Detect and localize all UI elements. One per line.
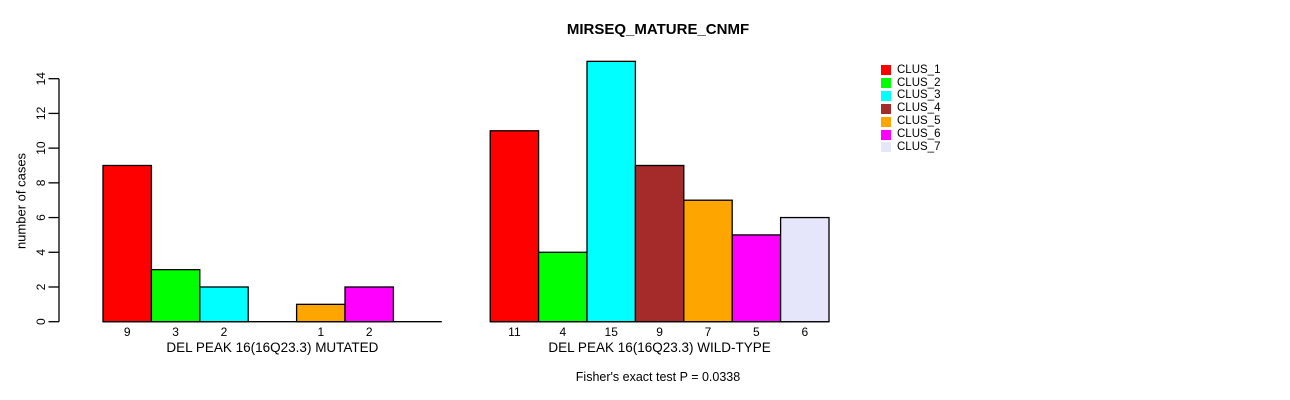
legend-item: CLUS_6 [881,128,940,141]
legend-item: CLUS_5 [881,115,940,128]
legend: CLUS_1 CLUS_2 CLUS_3 CLUS_4 CLUS_5 CLUS_6 CLUS… [881,64,940,154]
bar-value-label: 15 [605,325,619,339]
legend-label: CLUS_4 [897,102,941,115]
bar-clus_4 [634,164,685,323]
legend-swatch-clus_5 [881,116,891,127]
y-tick-label: 14 [34,72,48,86]
bar-clus_6 [344,286,395,323]
chart-title: MIRSEQ_MATURE_CNMF [566,21,750,38]
fisher-note: Fisher's exact test P = 0.0338 [575,370,741,384]
legend-item: CLUS_7 [881,141,940,154]
legend-label: CLUS_6 [897,127,941,140]
bar-value-label: 4 [559,325,566,339]
y-tick-label: 4 [34,249,48,256]
legend-label: CLUS_3 [897,89,941,102]
bar-value-label: 11 [508,325,521,339]
bar-clus_6 [731,234,782,323]
bar-clus_1 [489,130,540,323]
legend-label: CLUS_2 [897,76,941,89]
group-label: DEL PEAK 16(16Q23.3) WILD-TYPE [548,340,770,355]
bar-value-label: 2 [366,325,373,339]
y-tick-label: 2 [34,283,48,290]
bar-clus_3 [586,60,637,323]
group-label: DEL PEAK 16(16Q23.3) MUTATED [166,340,378,355]
legend-label: CLUS_7 [897,140,941,153]
legend-swatch-clus_3 [881,91,891,102]
legend-swatch-clus_1 [881,65,891,76]
y-tick-label: 10 [34,141,48,155]
bar-value-label: 9 [124,325,131,339]
bar-value-label: 3 [172,325,179,339]
legend-label: CLUS_1 [897,63,941,76]
bar-value-label: 7 [705,325,712,339]
bar-value-label: 9 [656,325,663,339]
legend-swatch-clus_7 [881,142,891,153]
bar-value-label: 5 [753,325,760,339]
y-tick-label: 12 [34,106,48,120]
legend-label: CLUS_5 [897,115,941,128]
bar-clus_2 [150,268,201,323]
bar-value-label: 1 [317,325,324,339]
bar-clus_2 [537,251,588,323]
legend-item: CLUS_3 [881,90,940,103]
legend-item: CLUS_1 [881,64,940,77]
y-tick-label: 8 [34,179,48,186]
bar-clus_7 [779,216,830,323]
legend-swatch-clus_2 [881,78,891,89]
bar-value-label: 2 [221,325,228,339]
bar-value-label: 6 [801,325,808,339]
legend-swatch-clus_4 [881,103,891,114]
bar-clus_3 [199,286,249,323]
legend-item: CLUS_2 [881,77,940,90]
bar-clus_5 [683,199,733,323]
bar-clus_5 [295,303,346,323]
y-tick-label: 6 [34,214,48,221]
legend-swatch-clus_6 [881,129,891,140]
legend-item: CLUS_4 [881,103,940,116]
bar-clus_1 [102,164,153,323]
y-tick-label: 0 [34,318,48,325]
